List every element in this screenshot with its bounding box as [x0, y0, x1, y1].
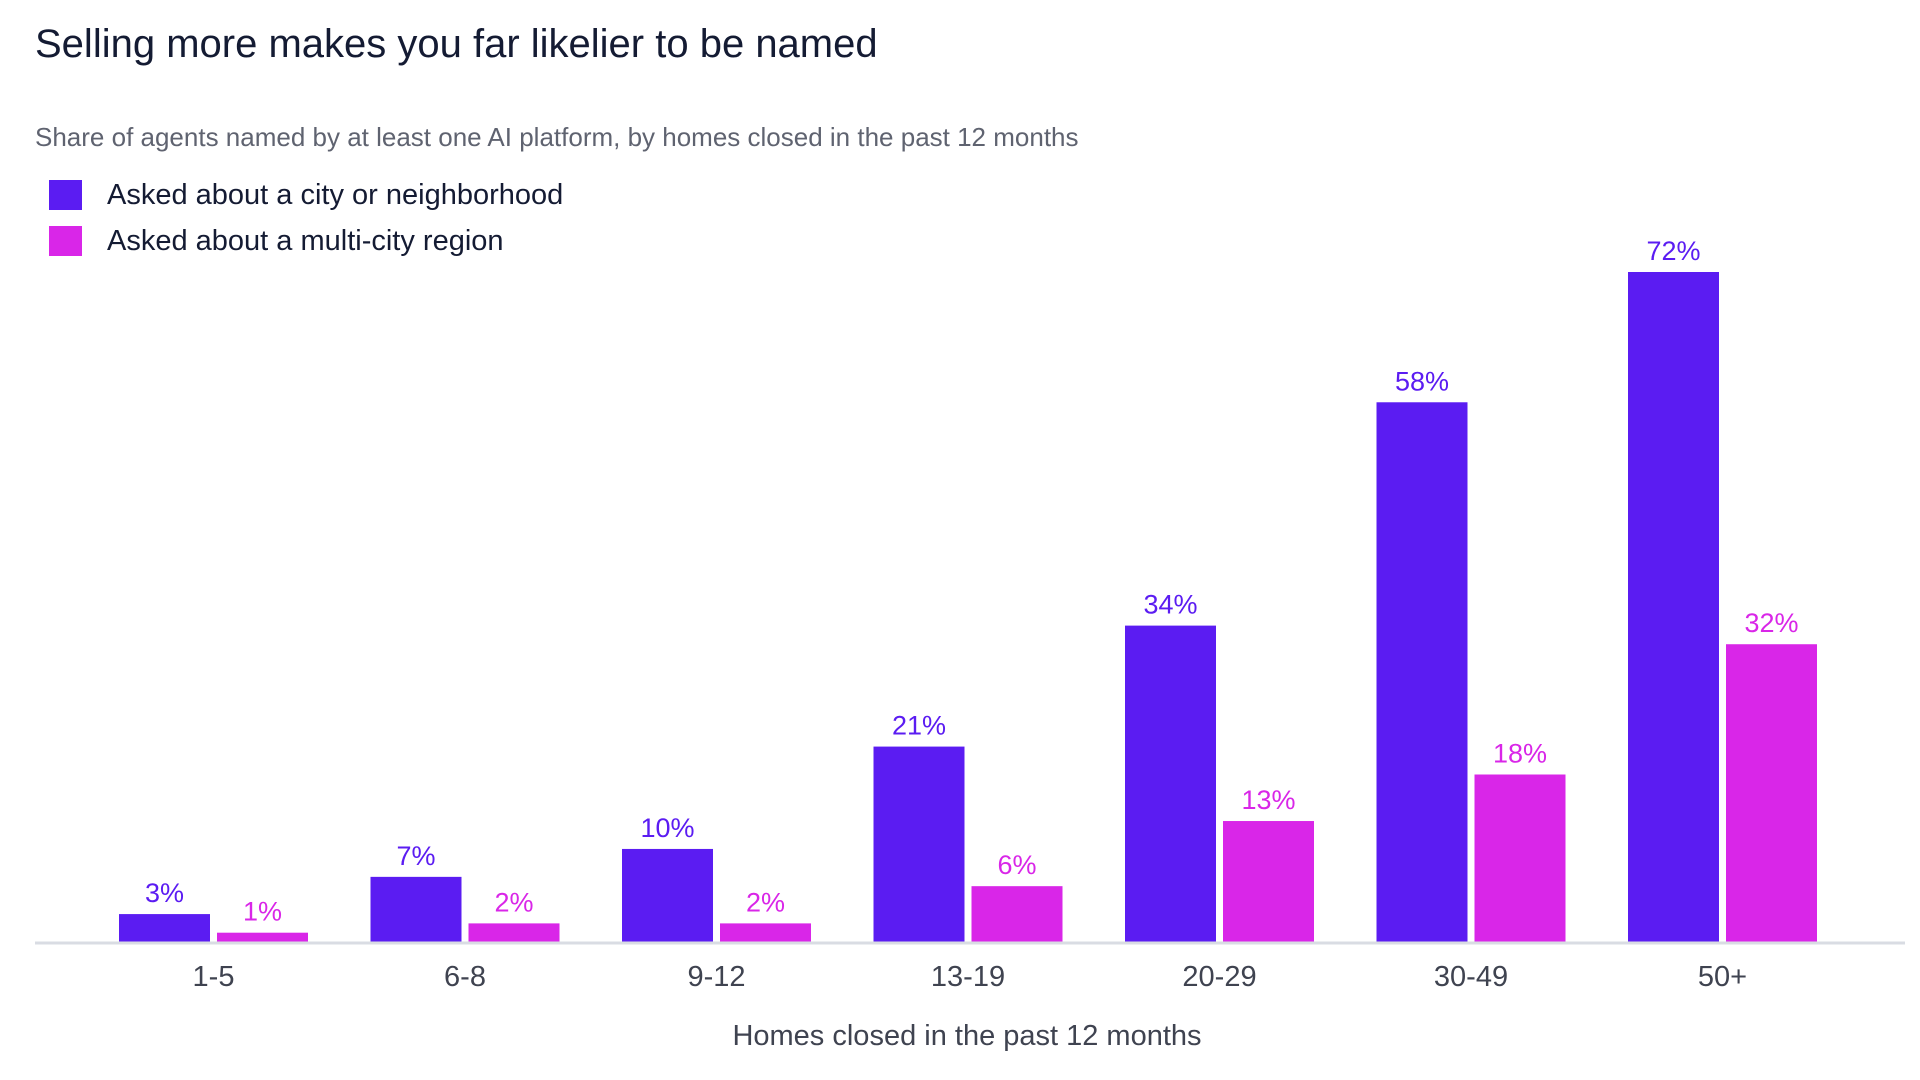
value-label-city-1-5: 3% [145, 878, 184, 908]
bar-city-6-8[interactable] [370, 876, 462, 942]
legend-swatch-city [49, 180, 82, 210]
x-tick-label-20-29: 20-29 [1182, 961, 1256, 993]
x-axis-title: Homes closed in the past 12 months [732, 1020, 1201, 1052]
x-tick-label-9-12: 9-12 [687, 961, 745, 993]
value-label-city-30-49: 58% [1395, 366, 1449, 396]
value-label-region-50+: 32% [1744, 608, 1798, 638]
legend-swatch-region [49, 226, 82, 256]
bar-city-50+[interactable] [1628, 272, 1719, 942]
bar-city-20-29[interactable] [1125, 625, 1216, 942]
bar-region-50+[interactable] [1726, 644, 1817, 942]
value-label-city-6-8: 7% [396, 841, 435, 871]
bar-region-6-8[interactable] [468, 923, 560, 942]
bar-region-1-5[interactable] [217, 932, 308, 942]
value-label-region-20-29: 13% [1241, 785, 1295, 815]
value-label-region-1-5: 1% [243, 897, 282, 927]
chart-title: Selling more makes you far likelier to b… [35, 22, 878, 66]
bar-city-1-5[interactable] [119, 914, 210, 942]
legend-item-city[interactable]: Asked about a city or neighborhood [49, 172, 563, 218]
legend-label-region: Asked about a multi-city region [107, 224, 504, 257]
bar-city-9-12[interactable] [622, 848, 713, 942]
value-label-city-50+: 72% [1646, 236, 1700, 266]
value-label-city-20-29: 34% [1143, 590, 1197, 620]
value-label-city-9-12: 10% [640, 813, 694, 843]
legend: Asked about a city or neighborhood Asked… [49, 172, 563, 264]
chart-subtitle: Share of agents named by at least one AI… [35, 122, 1079, 152]
value-label-region-30-49: 18% [1493, 739, 1547, 769]
x-tick-label-1-5: 1-5 [193, 961, 235, 993]
value-label-region-6-8: 2% [494, 887, 533, 917]
bar-city-30-49[interactable] [1376, 402, 1468, 942]
bar-city-13-19[interactable] [873, 746, 965, 942]
x-tick-label-13-19: 13-19 [931, 961, 1005, 993]
legend-item-region[interactable]: Asked about a multi-city region [49, 218, 563, 264]
x-tick-label-30-49: 30-49 [1434, 961, 1508, 993]
bar-region-30-49[interactable] [1474, 774, 1566, 943]
bar-region-13-19[interactable] [971, 886, 1063, 942]
bar-region-20-29[interactable] [1223, 821, 1314, 942]
value-label-region-13-19: 6% [997, 850, 1036, 880]
legend-label-city: Asked about a city or neighborhood [107, 178, 564, 211]
x-tick-label-50+: 50+ [1698, 961, 1747, 993]
bar-region-9-12[interactable] [720, 923, 811, 942]
value-label-city-13-19: 21% [892, 711, 946, 741]
value-label-region-9-12: 2% [746, 887, 785, 917]
x-tick-label-6-8: 6-8 [444, 961, 486, 993]
